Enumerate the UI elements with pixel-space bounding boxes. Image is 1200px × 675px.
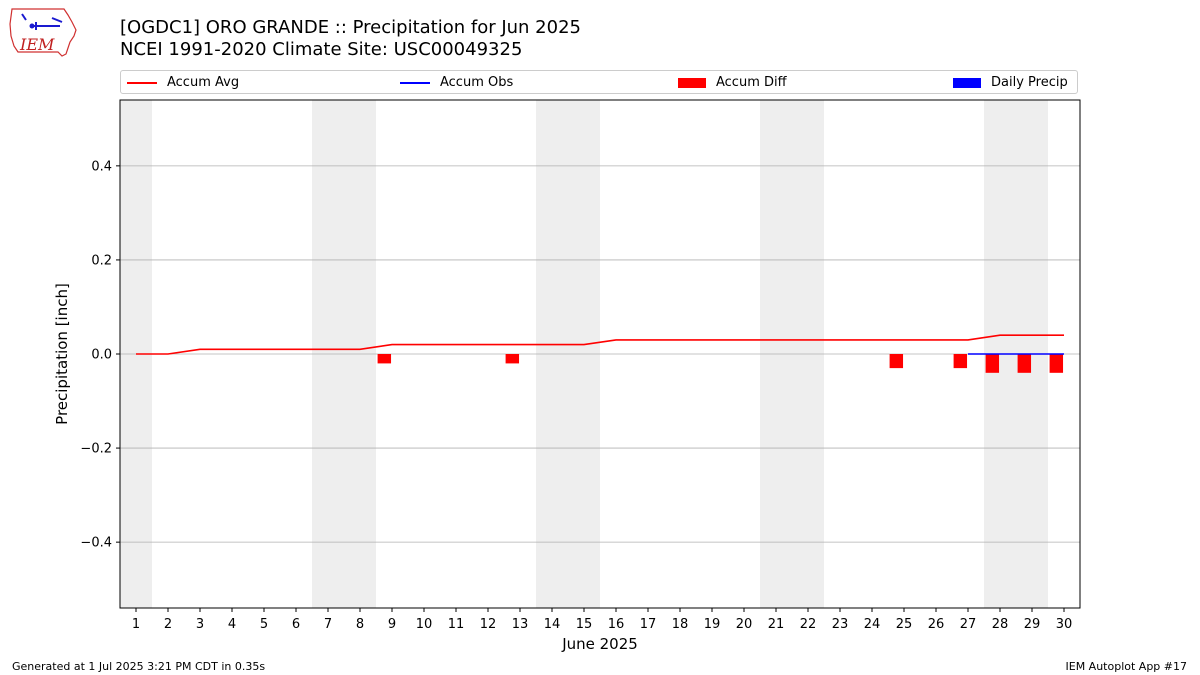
y-tick-label: −0.2	[80, 442, 112, 457]
bar-accum-diff-day-28	[985, 354, 1000, 373]
x-axis-label: June 2025	[561, 635, 638, 653]
line-accum-avg	[136, 334, 1064, 355]
chart-title: [OGDC1] ORO GRANDE :: Precipitation for …	[120, 17, 581, 38]
x-tick-label: 17	[640, 617, 657, 632]
x-tick-label: 28	[992, 617, 1009, 632]
legend-item-accum-obs: Accum Obs	[400, 74, 513, 91]
x-tick-label: 18	[672, 617, 689, 632]
x-tick-label: 25	[896, 617, 913, 632]
y-axis-label: Precipitation [inch]	[53, 283, 71, 425]
legend-swatch	[400, 81, 430, 84]
x-tick-label: 3	[196, 617, 204, 632]
x-tick-label: 7	[324, 617, 332, 632]
x-tick-label: 11	[448, 617, 465, 632]
legend-item-accum-avg: Accum Avg	[127, 74, 239, 91]
x-tick-label: 30	[1056, 617, 1073, 632]
legend-swatch	[127, 81, 157, 84]
legend-item-accum-diff: Accum Diff	[678, 74, 787, 91]
x-tick-label: 26	[928, 617, 945, 632]
legend-swatch	[953, 77, 981, 88]
x-tick-label: 6	[292, 617, 300, 632]
y-tick-label: 0.0	[91, 348, 112, 363]
x-tick-label: 1	[132, 617, 140, 632]
x-tick-label: 29	[1024, 617, 1041, 632]
x-tick-label: 22	[800, 617, 817, 632]
generated-timestamp: Generated at 1 Jul 2025 3:21 PM CDT in 0…	[12, 660, 266, 673]
x-tick-label: 8	[356, 617, 364, 632]
x-tick-label: 14	[544, 617, 561, 632]
legend-swatch	[678, 77, 706, 88]
bar-accum-diff-day-27	[953, 354, 968, 369]
x-tick-label: 23	[832, 617, 849, 632]
bar-accum-diff-day-25	[889, 354, 904, 369]
x-tick-label: 4	[228, 617, 236, 632]
iem-logo: IEM	[9, 8, 77, 57]
logo-text: IEM	[19, 35, 55, 54]
x-tick-label: 2	[164, 617, 172, 632]
legend-label: Accum Obs	[440, 75, 514, 90]
x-tick-label: 15	[576, 617, 593, 632]
legend-label: Accum Avg	[167, 75, 240, 90]
bar-accum-diff-day-30	[1049, 354, 1064, 373]
legend-label: Accum Diff	[716, 75, 787, 90]
x-tick-label: 21	[768, 617, 785, 632]
x-tick-label: 10	[416, 617, 433, 632]
bar-accum-diff-day-9	[377, 354, 392, 364]
y-tick-label: 0.2	[91, 253, 112, 268]
y-tick-label: −0.4	[80, 536, 112, 551]
x-tick-label: 5	[260, 617, 268, 632]
y-tick-label: 0.4	[91, 159, 112, 174]
x-tick-label: 19	[704, 617, 721, 632]
legend: Accum Avg Accum Obs Accum Diff Daily Pre…	[120, 70, 1078, 94]
x-tick-label: 9	[388, 617, 396, 632]
x-tick-label: 27	[960, 617, 977, 632]
x-tick-label: 24	[864, 617, 881, 632]
x-tick-label: 12	[480, 617, 497, 632]
bar-accum-diff-day-13	[505, 354, 520, 364]
legend-label: Daily Precip	[991, 75, 1068, 90]
bar-accum-diff-day-29	[1017, 354, 1032, 373]
wind-vane-icon	[29, 23, 35, 29]
x-tick-label: 13	[512, 617, 529, 632]
weather-station-icon	[21, 13, 63, 30]
x-tick-label: 20	[736, 617, 753, 632]
autoplot-app-label: IEM Autoplot App #17	[1065, 660, 1188, 673]
x-tick-label: 16	[608, 617, 625, 632]
chart-subtitle: NCEI 1991-2020 Climate Site: USC00049325	[120, 39, 523, 60]
legend-item-daily-precip: Daily Precip	[953, 74, 1068, 91]
